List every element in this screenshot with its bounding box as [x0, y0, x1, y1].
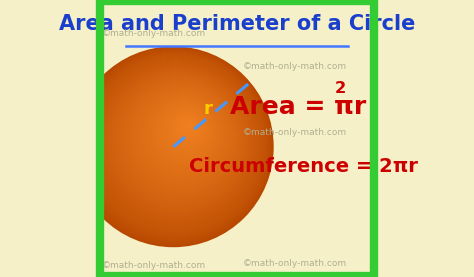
Circle shape	[170, 111, 204, 146]
Circle shape	[101, 65, 253, 218]
Circle shape	[91, 59, 261, 228]
Circle shape	[148, 96, 220, 169]
Circle shape	[130, 85, 233, 187]
Circle shape	[175, 115, 201, 140]
Circle shape	[145, 95, 222, 172]
Circle shape	[167, 109, 207, 149]
Text: ©math-only-math.com: ©math-only-math.com	[101, 261, 205, 270]
Circle shape	[173, 113, 202, 143]
Circle shape	[158, 103, 213, 158]
Circle shape	[154, 100, 216, 163]
Circle shape	[174, 114, 201, 142]
Text: Area and Perimeter of a Circle: Area and Perimeter of a Circle	[59, 14, 415, 34]
Circle shape	[95, 61, 257, 224]
Circle shape	[75, 48, 272, 245]
Circle shape	[73, 47, 273, 247]
Text: 2: 2	[335, 81, 346, 96]
Circle shape	[156, 102, 214, 160]
Circle shape	[123, 80, 237, 195]
Circle shape	[103, 66, 252, 216]
Circle shape	[113, 73, 245, 205]
Circle shape	[94, 61, 258, 225]
Circle shape	[142, 93, 224, 175]
Text: ©math-only-math.com: ©math-only-math.com	[243, 62, 346, 71]
Circle shape	[133, 87, 230, 184]
Circle shape	[164, 107, 209, 152]
Circle shape	[187, 123, 192, 128]
Circle shape	[107, 69, 249, 212]
Circle shape	[90, 58, 262, 230]
Circle shape	[161, 105, 210, 155]
Circle shape	[76, 49, 271, 243]
Circle shape	[162, 106, 210, 153]
Circle shape	[84, 54, 266, 236]
Text: Circumference = 2πr: Circumference = 2πr	[189, 157, 418, 176]
Circle shape	[152, 99, 217, 164]
Circle shape	[151, 98, 218, 166]
Circle shape	[129, 84, 234, 189]
Text: Area = πr: Area = πr	[230, 95, 366, 119]
Circle shape	[137, 90, 228, 179]
Circle shape	[120, 78, 240, 198]
Circle shape	[165, 108, 208, 151]
Circle shape	[185, 122, 193, 129]
Circle shape	[106, 68, 250, 213]
Circle shape	[180, 118, 197, 135]
Circle shape	[132, 86, 231, 186]
Circle shape	[79, 51, 269, 240]
Circle shape	[168, 110, 206, 148]
Circle shape	[128, 83, 235, 190]
Circle shape	[78, 50, 270, 242]
Circle shape	[98, 64, 255, 220]
Circle shape	[111, 72, 246, 207]
Circle shape	[87, 56, 264, 233]
Circle shape	[182, 120, 195, 132]
Circle shape	[116, 75, 243, 202]
Circle shape	[114, 74, 244, 204]
Circle shape	[149, 98, 219, 167]
Circle shape	[117, 76, 242, 201]
Circle shape	[125, 81, 237, 193]
Circle shape	[110, 71, 247, 208]
Text: ©math-only-math.com: ©math-only-math.com	[243, 259, 346, 268]
Circle shape	[143, 94, 223, 173]
Circle shape	[146, 96, 221, 170]
Circle shape	[136, 89, 228, 181]
Circle shape	[81, 52, 268, 239]
Circle shape	[109, 70, 248, 210]
Circle shape	[126, 82, 236, 192]
Circle shape	[85, 55, 264, 234]
Circle shape	[178, 117, 198, 137]
Circle shape	[118, 77, 241, 199]
Circle shape	[189, 124, 191, 126]
Circle shape	[88, 57, 263, 231]
Circle shape	[97, 63, 256, 222]
Text: ©math-only-math.com: ©math-only-math.com	[101, 29, 205, 38]
Text: r: r	[204, 100, 213, 118]
Circle shape	[82, 53, 267, 237]
Circle shape	[121, 79, 239, 196]
Circle shape	[184, 121, 194, 131]
Circle shape	[140, 92, 225, 176]
Circle shape	[135, 88, 229, 183]
Circle shape	[100, 65, 255, 219]
Circle shape	[171, 112, 203, 145]
Circle shape	[155, 101, 215, 161]
Circle shape	[181, 119, 196, 134]
Circle shape	[159, 104, 212, 157]
Circle shape	[104, 67, 251, 214]
Circle shape	[139, 91, 226, 178]
Circle shape	[177, 116, 199, 138]
Circle shape	[92, 60, 259, 227]
Text: ©math-only-math.com: ©math-only-math.com	[243, 129, 346, 137]
